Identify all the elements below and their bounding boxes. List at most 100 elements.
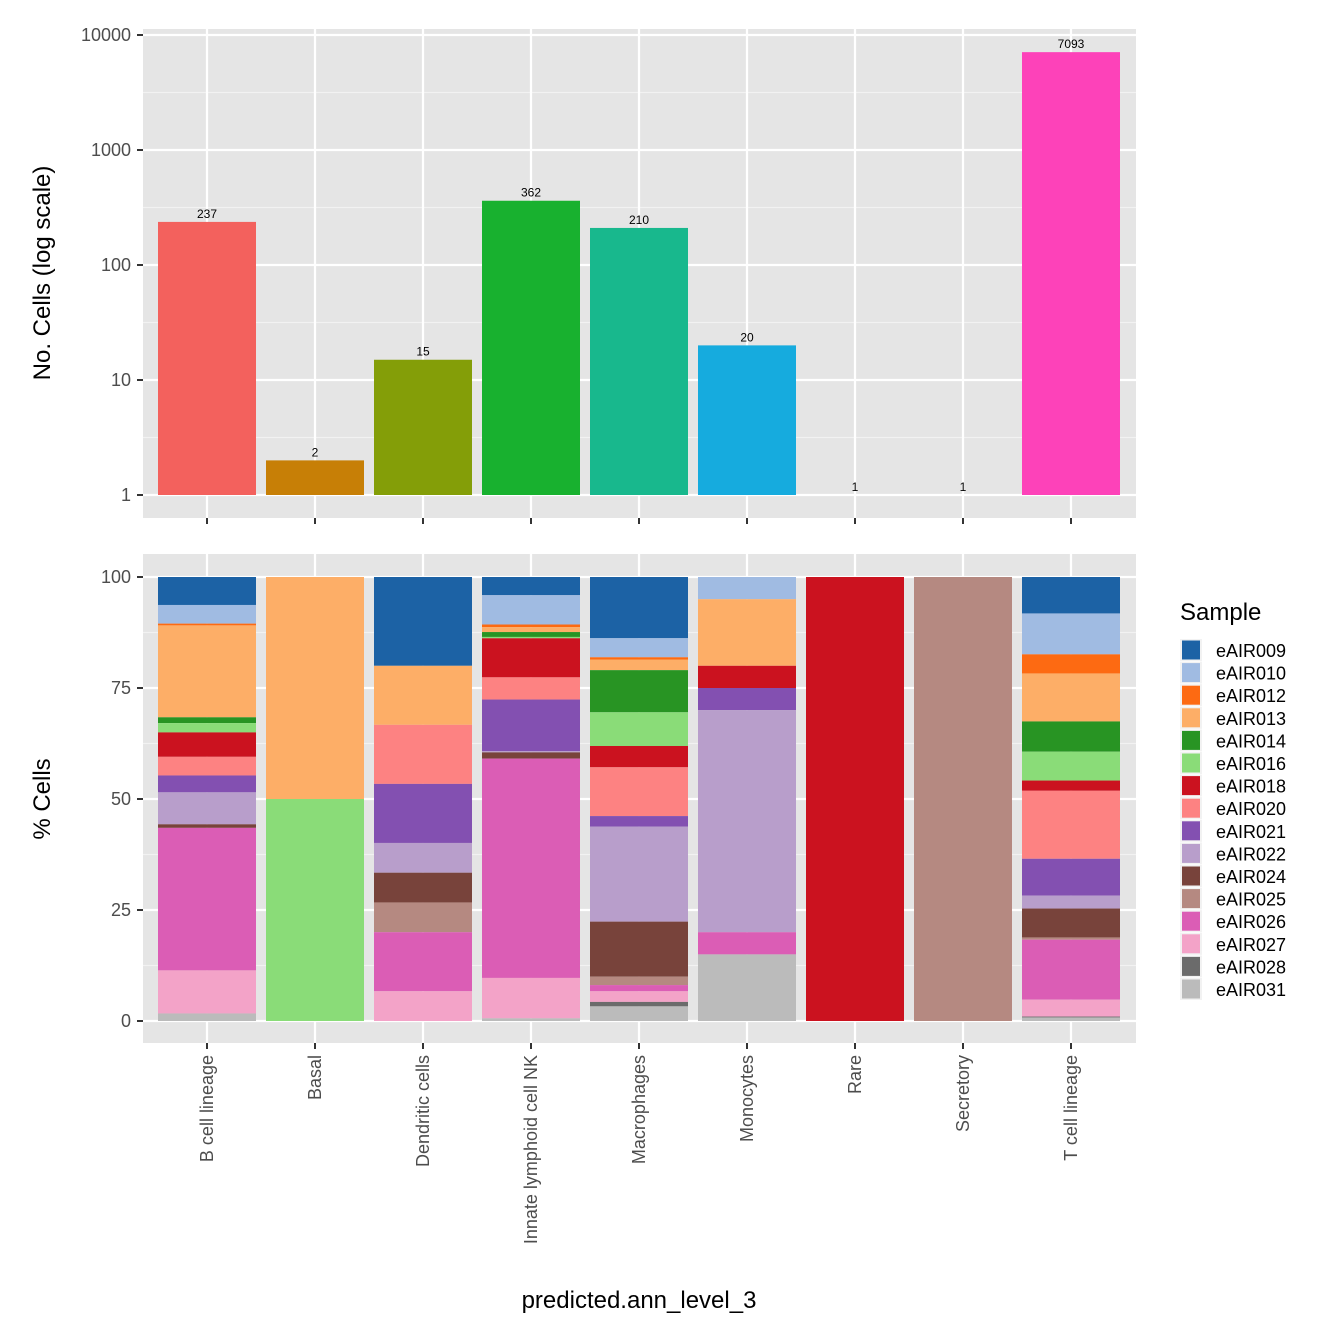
top-y-tick-label: 100 <box>101 255 131 275</box>
legend-item: eAIR013 <box>1180 706 1286 729</box>
stacked-segment-eAIR013 <box>158 625 256 718</box>
stacked-segment-eAIR027 <box>1022 999 1120 1017</box>
stacked-segment-eAIR028 <box>590 1001 688 1007</box>
stacked-segment-eAIR026 <box>590 985 688 992</box>
legend-swatch <box>1182 798 1200 818</box>
stacked-segment-eAIR024 <box>590 921 688 977</box>
stacked-segment-eAIR020 <box>1022 790 1120 859</box>
legend-item: eAIR016 <box>1180 752 1286 774</box>
stacked-segment-eAIR009 <box>374 577 472 666</box>
bottom-y-tick-label: 75 <box>111 678 131 698</box>
stacked-segment-eAIR026 <box>374 932 472 992</box>
legend-label: eAIR025 <box>1216 890 1286 910</box>
stacked-segment-eAIR021 <box>698 688 796 711</box>
x-tick-label: Macrophages <box>629 1055 649 1164</box>
stacked-segment-eAIR014 <box>158 717 256 724</box>
stacked-segment-eAIR018 <box>698 665 796 688</box>
stacked-segment-eAIR010 <box>1022 613 1120 655</box>
bar-count-label: 1 <box>852 480 859 494</box>
legend-item: eAIR024 <box>1180 865 1286 887</box>
legend-swatch <box>1182 866 1200 886</box>
x-tick-label: T cell lineage <box>1061 1055 1081 1161</box>
stacked-segment-eAIR021 <box>1022 858 1120 896</box>
stacked-segment-eAIR010 <box>482 595 580 625</box>
stacked-segment-eAIR022 <box>698 710 796 933</box>
stacked-segment-eAIR013 <box>590 659 688 671</box>
bottom-y-axis: 0 25 50 75 100 <box>101 567 143 1031</box>
legend-swatch <box>1182 956 1200 976</box>
stacked-segment-eAIR027 <box>482 977 580 1019</box>
stacked-segment-eAIR025 <box>1022 937 1120 940</box>
legend-item: eAIR031 <box>1180 978 1286 1000</box>
bar-count-label: 15 <box>416 345 430 359</box>
legend-label: eAIR020 <box>1216 799 1286 819</box>
stacked-segment-eAIR026 <box>482 758 580 978</box>
stacked-segment-eAIR022 <box>1022 895 1120 909</box>
stacked-segment-eAIR031 <box>590 1006 688 1021</box>
top-x-ticks <box>206 518 1072 524</box>
stacked-segment-eAIR012 <box>482 624 580 628</box>
bar-count-label: 1 <box>960 480 967 494</box>
bottom-stacked-bars <box>158 577 1120 1021</box>
legend-label: eAIR013 <box>1216 709 1286 729</box>
bar-count-label: 237 <box>197 207 217 221</box>
stacked-segment-eAIR027 <box>158 970 256 1014</box>
legend-label: eAIR016 <box>1216 754 1286 774</box>
bar-count-label: 210 <box>629 213 649 227</box>
bar-count-label: 20 <box>740 330 754 344</box>
stacked-segment-eAIR022 <box>158 792 256 825</box>
stacked-segment-eAIR024 <box>1022 908 1120 938</box>
stacked-segment-eAIR020 <box>374 724 472 784</box>
legend-label: eAIR009 <box>1216 641 1286 661</box>
stacked-segment-eAIR018 <box>1022 780 1120 791</box>
legend-label: eAIR014 <box>1216 731 1286 751</box>
top-y-axis: 1 10 100 1000 10000 <box>81 25 143 505</box>
stacked-segment-eAIR016 <box>1022 751 1120 781</box>
stacked-segment-eAIR022 <box>482 751 580 753</box>
legend-label: eAIR031 <box>1216 980 1286 1000</box>
bar-count-label: 2 <box>312 445 319 459</box>
legend-label: eAIR022 <box>1216 844 1286 864</box>
bottom-y-tick-label: 100 <box>101 567 131 587</box>
legend-swatch <box>1182 889 1200 909</box>
stacked-segment-eAIR028 <box>1022 1016 1120 1018</box>
top-panel: 237 2 15 362 210 20 1 1 7093 1 10 100 1000 10000 No.… <box>29 25 1136 524</box>
top-bar <box>482 200 580 495</box>
legend-item: eAIR020 <box>1180 797 1286 820</box>
stacked-segment-eAIR020 <box>590 767 688 817</box>
legend-swatch <box>1182 708 1200 728</box>
legend-swatch <box>1182 821 1200 841</box>
legend-label: eAIR018 <box>1216 777 1286 797</box>
stacked-segment-eAIR009 <box>482 577 580 596</box>
legend-item: eAIR026 <box>1180 910 1286 933</box>
stacked-segment-eAIR013 <box>374 665 472 725</box>
legend-item: eAIR027 <box>1180 932 1286 955</box>
stacked-segment-eAIR016 <box>482 636 580 639</box>
legend-swatch <box>1182 979 1200 999</box>
top-bar <box>374 359 472 495</box>
top-bar-labels: 237 2 15 362 210 20 1 1 7093 <box>197 37 1085 494</box>
stacked-segment-eAIR010 <box>158 604 256 624</box>
top-y-tick-label: 10 <box>111 370 131 390</box>
legend-swatch <box>1182 776 1200 796</box>
legend-swatch <box>1182 911 1200 931</box>
stacked-segment-eAIR026 <box>158 827 256 971</box>
stacked-segment-eAIR009 <box>590 577 688 639</box>
top-y-tick-label: 10000 <box>81 25 131 45</box>
stacked-segment-eAIR010 <box>698 577 796 600</box>
stacked-segment-eAIR012 <box>158 623 256 626</box>
top-y-axis-title: No. Cells (log scale) <box>29 166 56 381</box>
stacked-segment-eAIR022 <box>590 826 688 922</box>
x-tick-label: Rare <box>845 1055 865 1094</box>
x-tick-label: Basal <box>305 1055 325 1100</box>
bottom-panel: 0 25 50 75 100 B cell lineage Basal Dendritic … <box>29 554 1136 1314</box>
legend-title: Sample <box>1180 599 1261 626</box>
x-tick-label: Innate lymphoid cell NK <box>521 1055 541 1244</box>
stacked-segment-eAIR024 <box>374 872 472 903</box>
stacked-segment-eAIR031 <box>158 1013 256 1021</box>
stacked-segment-eAIR014 <box>1022 721 1120 752</box>
top-y-tick-label: 1000 <box>91 140 131 160</box>
stacked-segment-eAIR018 <box>590 745 688 768</box>
